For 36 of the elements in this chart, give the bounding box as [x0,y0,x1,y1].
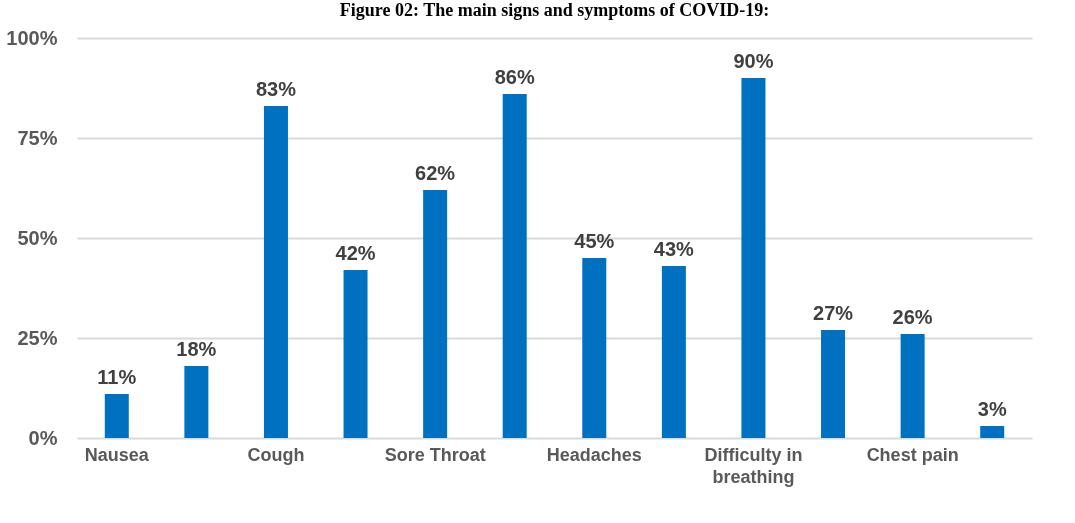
data-label: 27% [813,302,854,324]
bar [104,394,129,438]
y-tick-label: 100% [6,26,58,49]
data-label: 26% [892,306,933,328]
y-tick-label: 25% [17,326,58,349]
y-tick-label: 50% [17,226,58,249]
data-label: 83% [255,78,297,100]
x-tick-label: Difficulty in breathing [704,444,803,487]
data-label: 86% [494,66,535,88]
x-tick-label: Chest pain [866,444,959,465]
bar [343,270,368,438]
x-tick-label: Nausea [84,444,150,465]
bar [821,330,846,438]
x-tick-label: Cough [247,444,305,465]
bar [263,106,288,438]
bar [980,426,1005,438]
data-label: 18% [176,338,217,360]
data-label: 43% [653,238,695,260]
bar [423,190,448,438]
data-label: 90% [733,50,774,72]
y-tick-label: 0% [28,426,58,449]
bar [582,258,607,438]
data-label: 3% [977,398,1007,420]
data-label: 42% [335,242,376,264]
bar [502,94,527,438]
data-label: 62% [415,162,456,184]
y-tick-label: 75% [17,126,58,149]
bar [741,78,766,438]
data-label: 11% [97,366,137,388]
x-tick-label: Headaches [546,444,642,465]
bar [661,266,686,438]
x-tick-label: Sore Throat [384,444,486,465]
data-label: 45% [574,230,615,252]
bar [900,334,925,438]
bar [184,366,209,438]
chart-title: Figure 02: The main signs and symptoms of COVID-19: [339,0,770,20]
